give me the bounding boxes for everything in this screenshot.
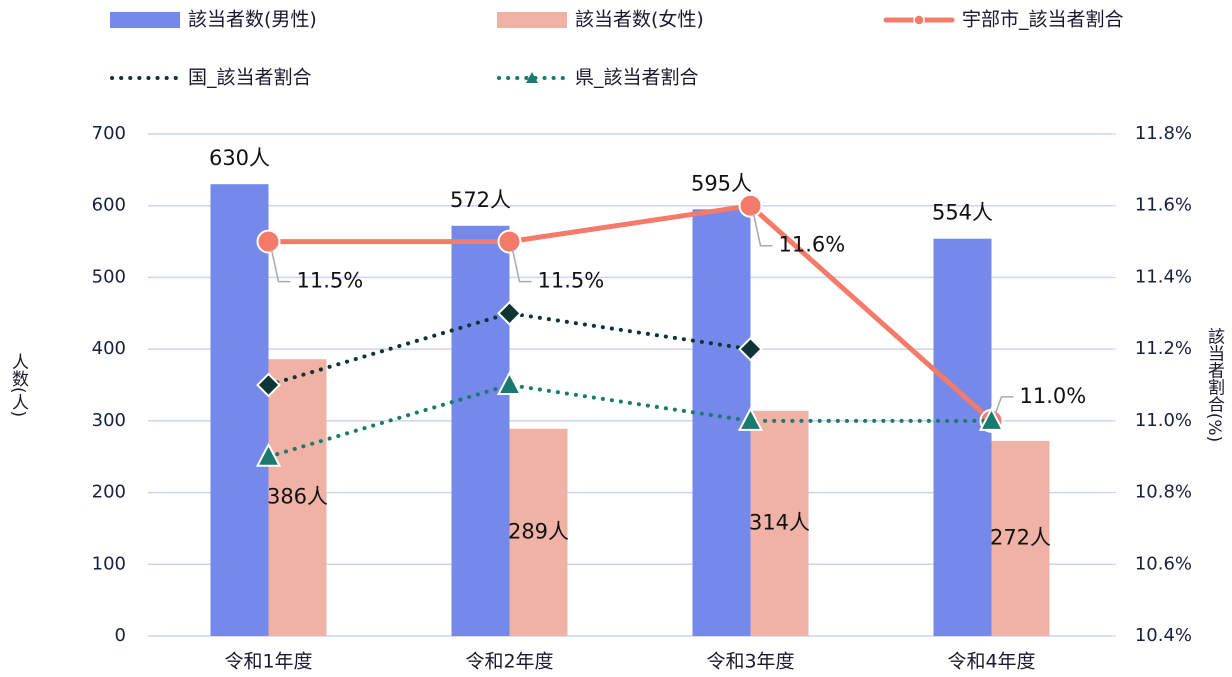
data-label: 11.5% (538, 269, 605, 293)
bar (268, 359, 327, 636)
legend-label: 該当者数(女性) (575, 9, 704, 31)
y-tick-label: 200 (92, 482, 126, 503)
legend-swatch (110, 12, 180, 28)
y-tick-label: 600 (92, 195, 126, 216)
data-label: 11.5% (297, 269, 364, 293)
bar (933, 238, 992, 636)
y2-tick-label: 10.6% (1135, 553, 1192, 574)
leader (270, 249, 291, 283)
point (255, 442, 282, 467)
y2-tick-label: 11.0% (1135, 410, 1192, 431)
leader (993, 396, 1014, 417)
point (496, 370, 523, 395)
legend-marker (526, 72, 538, 83)
data-label: 11.0% (1020, 384, 1087, 408)
data-label: 572人 (450, 188, 511, 212)
y2-tick-label: 11.6% (1135, 195, 1192, 216)
y-axis-label: 人数(人) (8, 353, 29, 417)
x-tick-label: 令和2年度 (465, 651, 553, 673)
y2-tick-label: 11.2% (1135, 338, 1192, 359)
legend-label: 国_該当者割合 (188, 67, 312, 89)
y2-tick-label: 10.8% (1135, 482, 1192, 503)
bar (210, 184, 269, 636)
line (266, 203, 994, 424)
leader (511, 249, 532, 283)
y-tick-label: 500 (92, 266, 126, 287)
bar (750, 410, 809, 636)
data-label: 386人 (267, 485, 328, 509)
point (738, 336, 763, 362)
point (497, 229, 522, 254)
point (737, 406, 764, 431)
line (266, 311, 753, 387)
y2-tick-label: 11.8% (1135, 123, 1192, 144)
data-label: 272人 (990, 525, 1051, 549)
x-tick-label: 令和1年度 (224, 651, 312, 673)
point (497, 300, 522, 326)
bar (991, 440, 1050, 636)
legend-swatch (497, 12, 567, 28)
y-tick-label: 300 (92, 410, 126, 431)
y-tick-label: 700 (92, 123, 126, 144)
data-label: 314人 (749, 510, 810, 534)
data-label: 595人 (691, 171, 752, 195)
y-tick-label: 0 (115, 625, 126, 646)
legend-marker (913, 14, 925, 26)
y-tick-label: 400 (92, 338, 126, 359)
point (256, 229, 281, 254)
data-label: 11.6% (779, 233, 846, 257)
y2-tick-label: 11.4% (1135, 266, 1192, 287)
bar (692, 209, 751, 637)
bar (509, 428, 568, 636)
x-tick-label: 令和3年度 (706, 651, 794, 673)
data-label: 289人 (508, 519, 569, 543)
y2-axis-label: 該当者割合(%) (1204, 328, 1225, 442)
bar (451, 225, 510, 636)
leader (752, 213, 773, 247)
line (266, 382, 994, 459)
legend-label: 宇部市_該当者割合 (962, 9, 1124, 31)
data-label: 554人 (932, 201, 993, 225)
legend-label: 県_該当者割合 (575, 67, 699, 89)
point (978, 406, 1005, 431)
legend-label: 該当者数(男性) (188, 9, 317, 31)
y2-tick-label: 10.4% (1135, 625, 1192, 646)
x-tick-label: 令和4年度 (947, 651, 1035, 673)
y-tick-label: 100 (92, 553, 126, 574)
data-label: 630人 (209, 146, 270, 170)
point (738, 193, 763, 218)
point (256, 372, 281, 398)
